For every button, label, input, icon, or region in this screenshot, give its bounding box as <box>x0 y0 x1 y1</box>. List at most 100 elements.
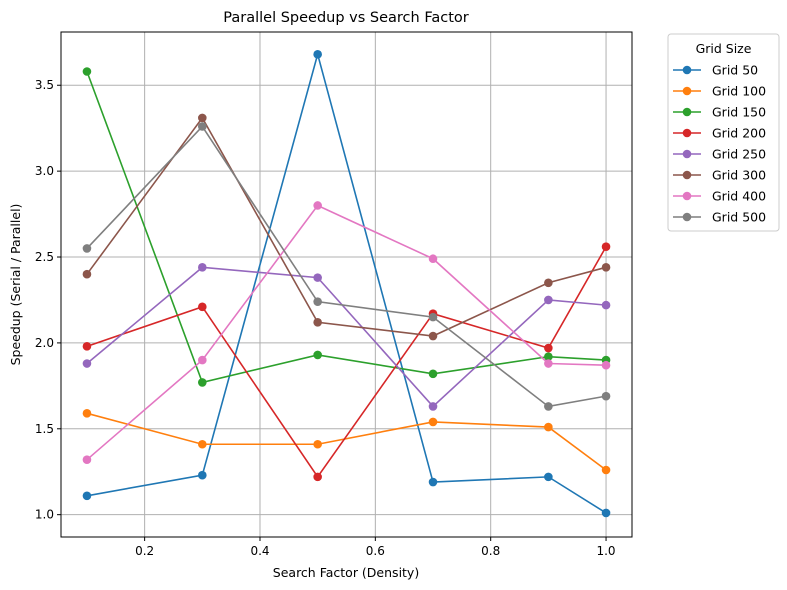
y-tick-label: 1.0 <box>35 508 54 522</box>
legend-swatch-marker <box>682 128 692 138</box>
legend-item: Grid 50 <box>673 63 758 78</box>
data-point <box>198 470 207 480</box>
y-tick-label: 1.5 <box>35 422 54 436</box>
y-tick-label: 2.5 <box>35 250 54 264</box>
data-point <box>82 244 92 253</box>
y-tick-label: 3.0 <box>35 164 54 178</box>
series-line <box>86 125 607 408</box>
data-point <box>82 269 92 279</box>
legend-swatch-marker <box>682 170 692 180</box>
legend-swatch-marker <box>682 191 692 201</box>
series-line <box>86 246 607 479</box>
x-tick-label: 0.8 <box>481 544 500 558</box>
data-point <box>198 302 207 312</box>
series-grid-400 <box>82 201 611 465</box>
legend-item: Grid 300 <box>673 168 766 183</box>
data-point <box>428 312 438 322</box>
legend-swatch-marker <box>682 65 692 75</box>
data-point <box>198 378 207 387</box>
data-point <box>198 263 207 272</box>
data-point <box>198 439 207 449</box>
data-point <box>313 350 322 360</box>
data-point <box>428 254 438 264</box>
legend-label: Grid 500 <box>712 210 766 225</box>
data-point <box>601 263 611 272</box>
series-grid-300 <box>82 113 611 341</box>
data-point <box>313 201 322 210</box>
data-point <box>428 331 438 341</box>
legend-label: Grid 200 <box>712 126 766 141</box>
y-axis: 1.0 1.5 2.0 2.5 3.0 3.5 <box>35 78 61 522</box>
x-tick-label: 0.6 <box>366 544 385 558</box>
data-point <box>544 278 553 288</box>
series-line <box>86 51 607 514</box>
series-line <box>86 412 607 471</box>
data-point <box>313 297 322 306</box>
x-tick-label: 1.0 <box>596 544 615 558</box>
chart-title: Parallel Speedup vs Search Factor <box>223 10 468 26</box>
legend-swatch-marker <box>682 107 692 117</box>
y-axis-label: Speedup (Serial / Parallel) <box>8 204 23 366</box>
series-grid-500 <box>82 122 611 411</box>
data-point <box>313 50 322 59</box>
series-group <box>82 50 611 518</box>
data-point <box>601 300 611 310</box>
series-grid-150 <box>82 67 611 387</box>
legend-box <box>667 33 780 232</box>
data-point <box>601 465 611 475</box>
series-grid-50 <box>82 50 611 518</box>
data-point <box>544 343 553 353</box>
x-tick-label: 0.2 <box>135 544 154 558</box>
data-point <box>428 369 438 379</box>
legend-label: Grid 150 <box>712 105 766 120</box>
y-tick-label: 2.0 <box>35 336 54 350</box>
data-point <box>428 477 438 487</box>
legend-item: Grid 400 <box>673 189 766 204</box>
data-point <box>198 113 207 123</box>
series-grid-200 <box>82 242 611 482</box>
data-point <box>601 508 611 518</box>
data-point <box>313 472 322 482</box>
data-point <box>313 317 322 327</box>
series-line <box>86 116 607 337</box>
legend-label: Grid 300 <box>712 168 766 183</box>
legend-swatch-marker <box>682 149 692 159</box>
data-point <box>601 391 611 401</box>
y-tick-label: 3.5 <box>35 78 54 92</box>
legend-label: Grid 400 <box>712 189 766 204</box>
data-point <box>82 491 92 501</box>
series-grid-100 <box>82 409 611 475</box>
legend-swatch-marker <box>682 212 692 222</box>
data-point <box>601 360 611 370</box>
data-point <box>198 355 207 365</box>
legend: Grid Size Grid 50 Grid 100 Grid 150 Grid 20… <box>667 33 780 232</box>
legend-item: Grid 500 <box>673 210 766 225</box>
data-point <box>544 352 553 361</box>
data-point <box>198 122 207 131</box>
series-grid-250 <box>82 263 611 411</box>
data-point <box>313 273 322 282</box>
data-point <box>82 409 92 418</box>
data-point <box>544 472 553 482</box>
legend-label: Grid 100 <box>712 84 766 99</box>
x-tick-label: 0.4 <box>250 544 269 558</box>
data-point <box>313 439 322 449</box>
data-point <box>428 402 438 411</box>
data-point <box>544 359 553 368</box>
data-point <box>82 342 92 351</box>
data-point <box>82 359 92 368</box>
series-line <box>86 71 607 384</box>
legend-label: Grid 50 <box>712 63 758 78</box>
plot-frame <box>60 31 633 538</box>
legend-item: Grid 150 <box>673 105 766 120</box>
grid-lines <box>61 32 632 537</box>
x-axis: 0.2 0.4 0.6 0.8 1.0 <box>135 537 616 558</box>
data-point <box>601 242 611 252</box>
data-point <box>544 402 553 411</box>
data-point <box>82 67 92 76</box>
data-point <box>544 295 553 305</box>
legend-swatch-marker <box>682 86 692 96</box>
legend-item: Grid 200 <box>673 126 766 141</box>
series-line <box>86 204 607 461</box>
